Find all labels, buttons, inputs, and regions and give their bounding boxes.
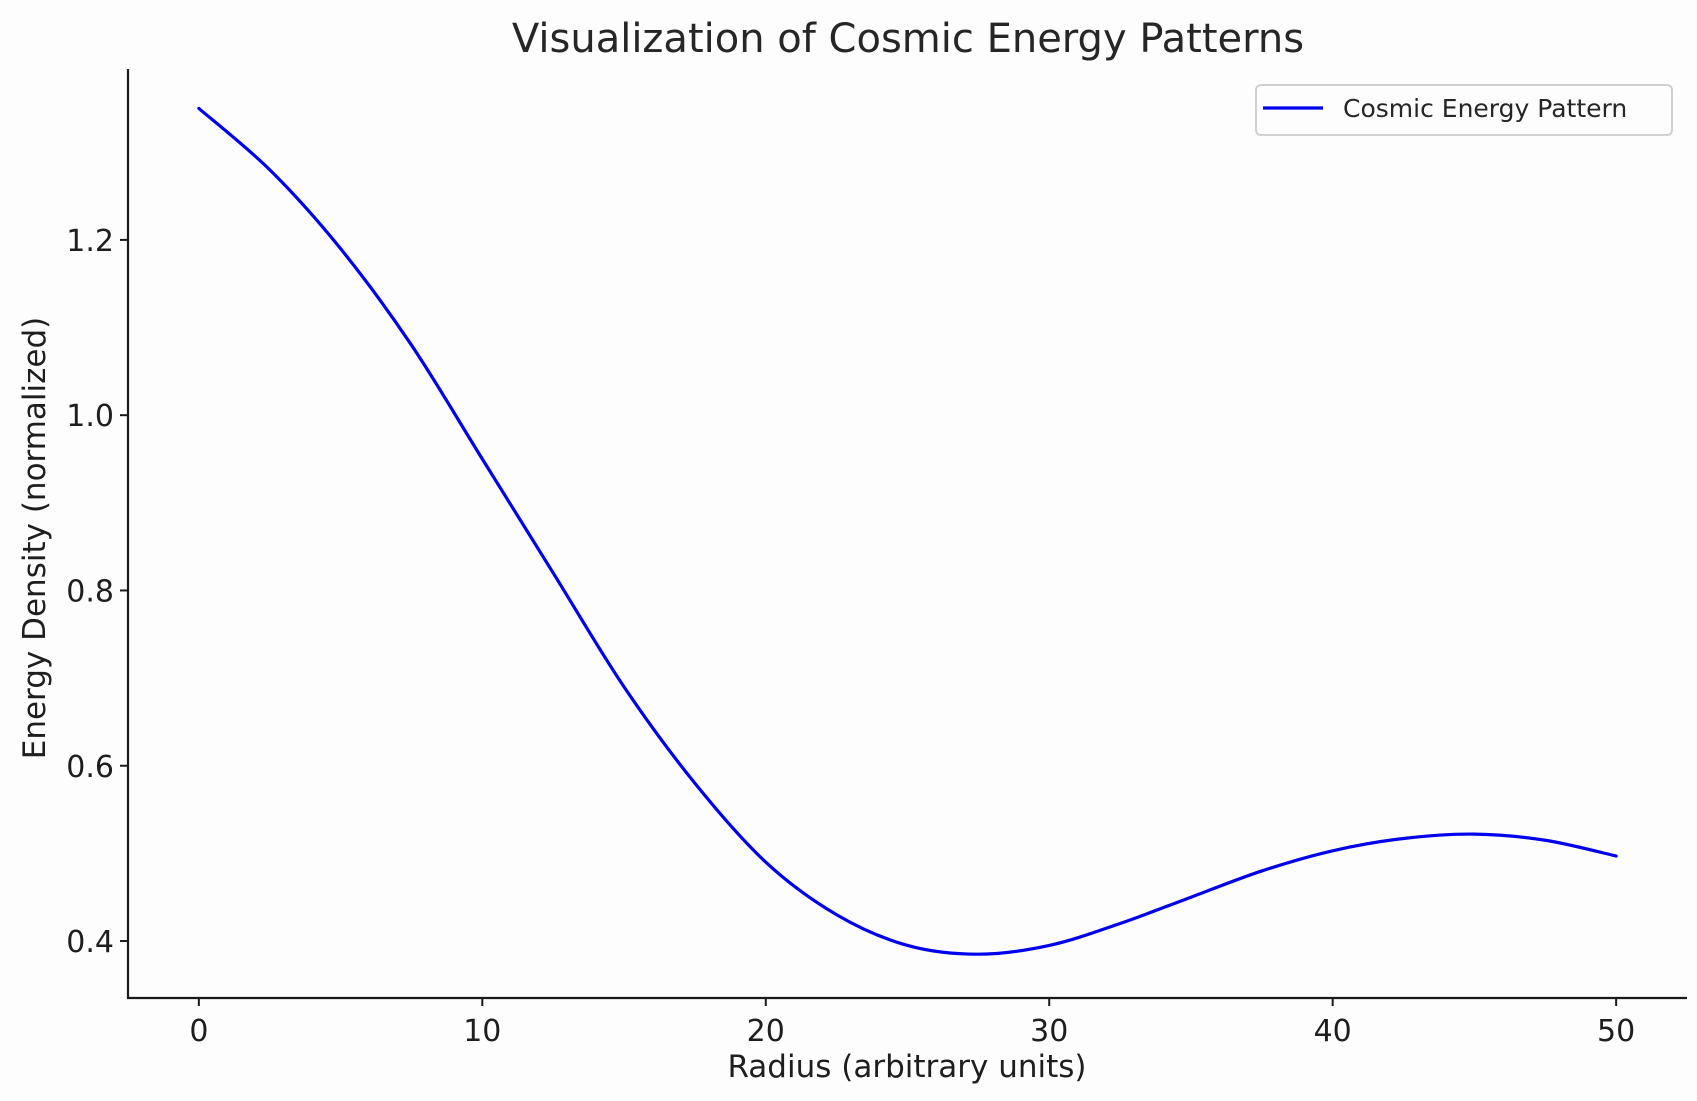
y-axis-label: Energy Density (normalized) <box>17 317 53 760</box>
y-tick-label: 0.6 <box>66 750 114 785</box>
legend: Cosmic Energy Pattern <box>1255 84 1673 136</box>
legend-label: Cosmic Energy Pattern <box>1343 94 1627 123</box>
y-axis-ticks: 0.4 0.6 0.8 1.0 1.2 <box>66 224 128 960</box>
y-tick-label: 1.2 <box>66 224 114 259</box>
x-axis-label: Radius (arbitrary units) <box>727 1049 1086 1085</box>
y-tick-label: 0.4 <box>66 925 114 960</box>
x-tick-label: 30 <box>1030 1014 1068 1049</box>
y-tick-label: 0.8 <box>66 574 114 609</box>
legend-box <box>1255 84 1673 136</box>
x-tick-label: 40 <box>1314 1014 1352 1049</box>
x-tick-label: 10 <box>463 1014 501 1049</box>
chart-title: Visualization of Cosmic Energy Patterns <box>512 16 1304 62</box>
x-tick-label: 0 <box>189 1014 208 1049</box>
series-line-0 <box>197 106 1618 956</box>
x-axis-ticks: 0 10 20 30 40 50 <box>189 998 1635 1049</box>
y-tick-label: 1.0 <box>66 399 114 434</box>
plot-area <box>197 106 1618 956</box>
x-tick-label: 50 <box>1597 1014 1635 1049</box>
x-tick-label: 20 <box>747 1014 785 1049</box>
